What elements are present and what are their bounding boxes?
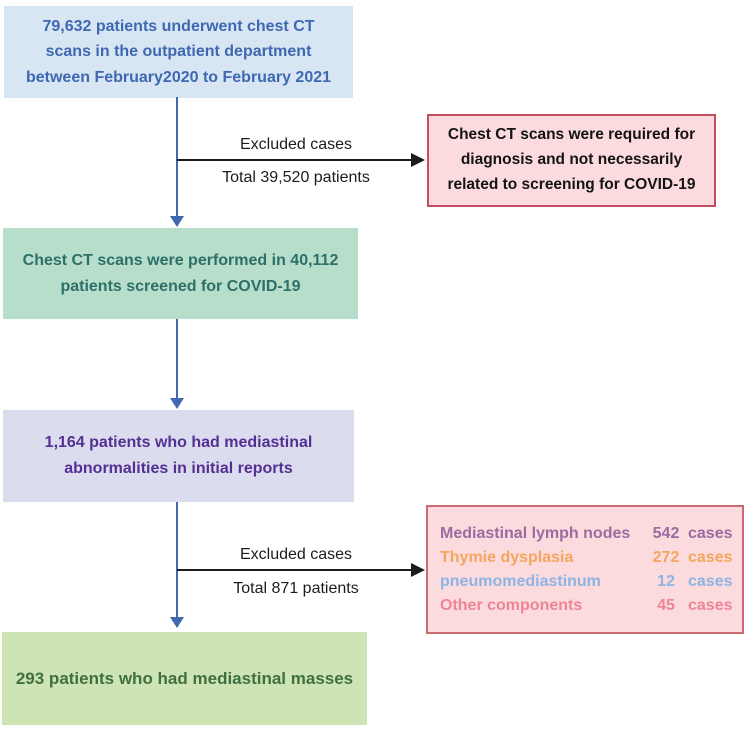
excluded-cases-label-2: Excluded cases [239,546,353,563]
connector-initial-to-screened [176,97,178,216]
breakdown-label: pneumomediastinum [440,572,601,590]
connector-excluded-2 [177,569,411,571]
connector-excluded-1 [177,159,411,161]
arrow-down-icon [170,398,184,409]
breakdown-value: 12 [657,572,675,590]
arrow-down-icon [170,216,184,227]
breakdown-label: Other components [440,596,583,614]
breakdown-row-thymic-dysplasia: Thymie dysplasia 272 cases [440,546,738,570]
box-screened-covid: Chest CT scans were performed in 40,112 … [3,228,358,319]
breakdown-unit: cases [688,572,733,590]
arrow-right-icon [411,153,425,167]
breakdown-unit: cases [688,524,733,542]
breakdown-row-lymph-nodes: Mediastinal lymph nodes 542 cases [440,522,738,546]
breakdown-row-other-components: Other components 45 cases [440,594,738,618]
arrow-down-icon [170,617,184,628]
breakdown-row-pneumomediastinum: pneumomediastinum 12 cases [440,570,738,594]
breakdown-unit: cases [688,596,733,614]
arrow-right-icon [411,563,425,577]
box-excluded-breakdown: Mediastinal lymph nodes 542 cases Thymie… [426,505,744,634]
breakdown-value: 272 [652,548,680,566]
breakdown-value: 45 [657,596,675,614]
excluded-total-label-1: Total 39,520 patients [222,169,370,186]
box-initial-cohort: 79,632 patients underwent chest CT scans… [4,6,353,98]
excluded-total-label-2: Total 871 patients [233,580,359,597]
box-mediastinal-abnormalities: 1,164 patients who had mediastinal abnor… [3,410,354,502]
breakdown-unit: cases [688,548,733,566]
connector-screened-to-abnormalities [176,319,178,398]
box-excluded-reason: Chest CT scans were required for diagnos… [427,114,716,207]
excluded-cases-label-1: Excluded cases [239,136,353,153]
breakdown-label: Mediastinal lymph nodes [440,524,631,542]
box-final-mediastinal-masses: 293 patients who had mediastinal masses [2,632,367,725]
breakdown-label: Thymie dysplasia [440,548,574,566]
breakdown-value: 542 [652,524,680,542]
connector-abnormalities-to-final [176,502,178,617]
